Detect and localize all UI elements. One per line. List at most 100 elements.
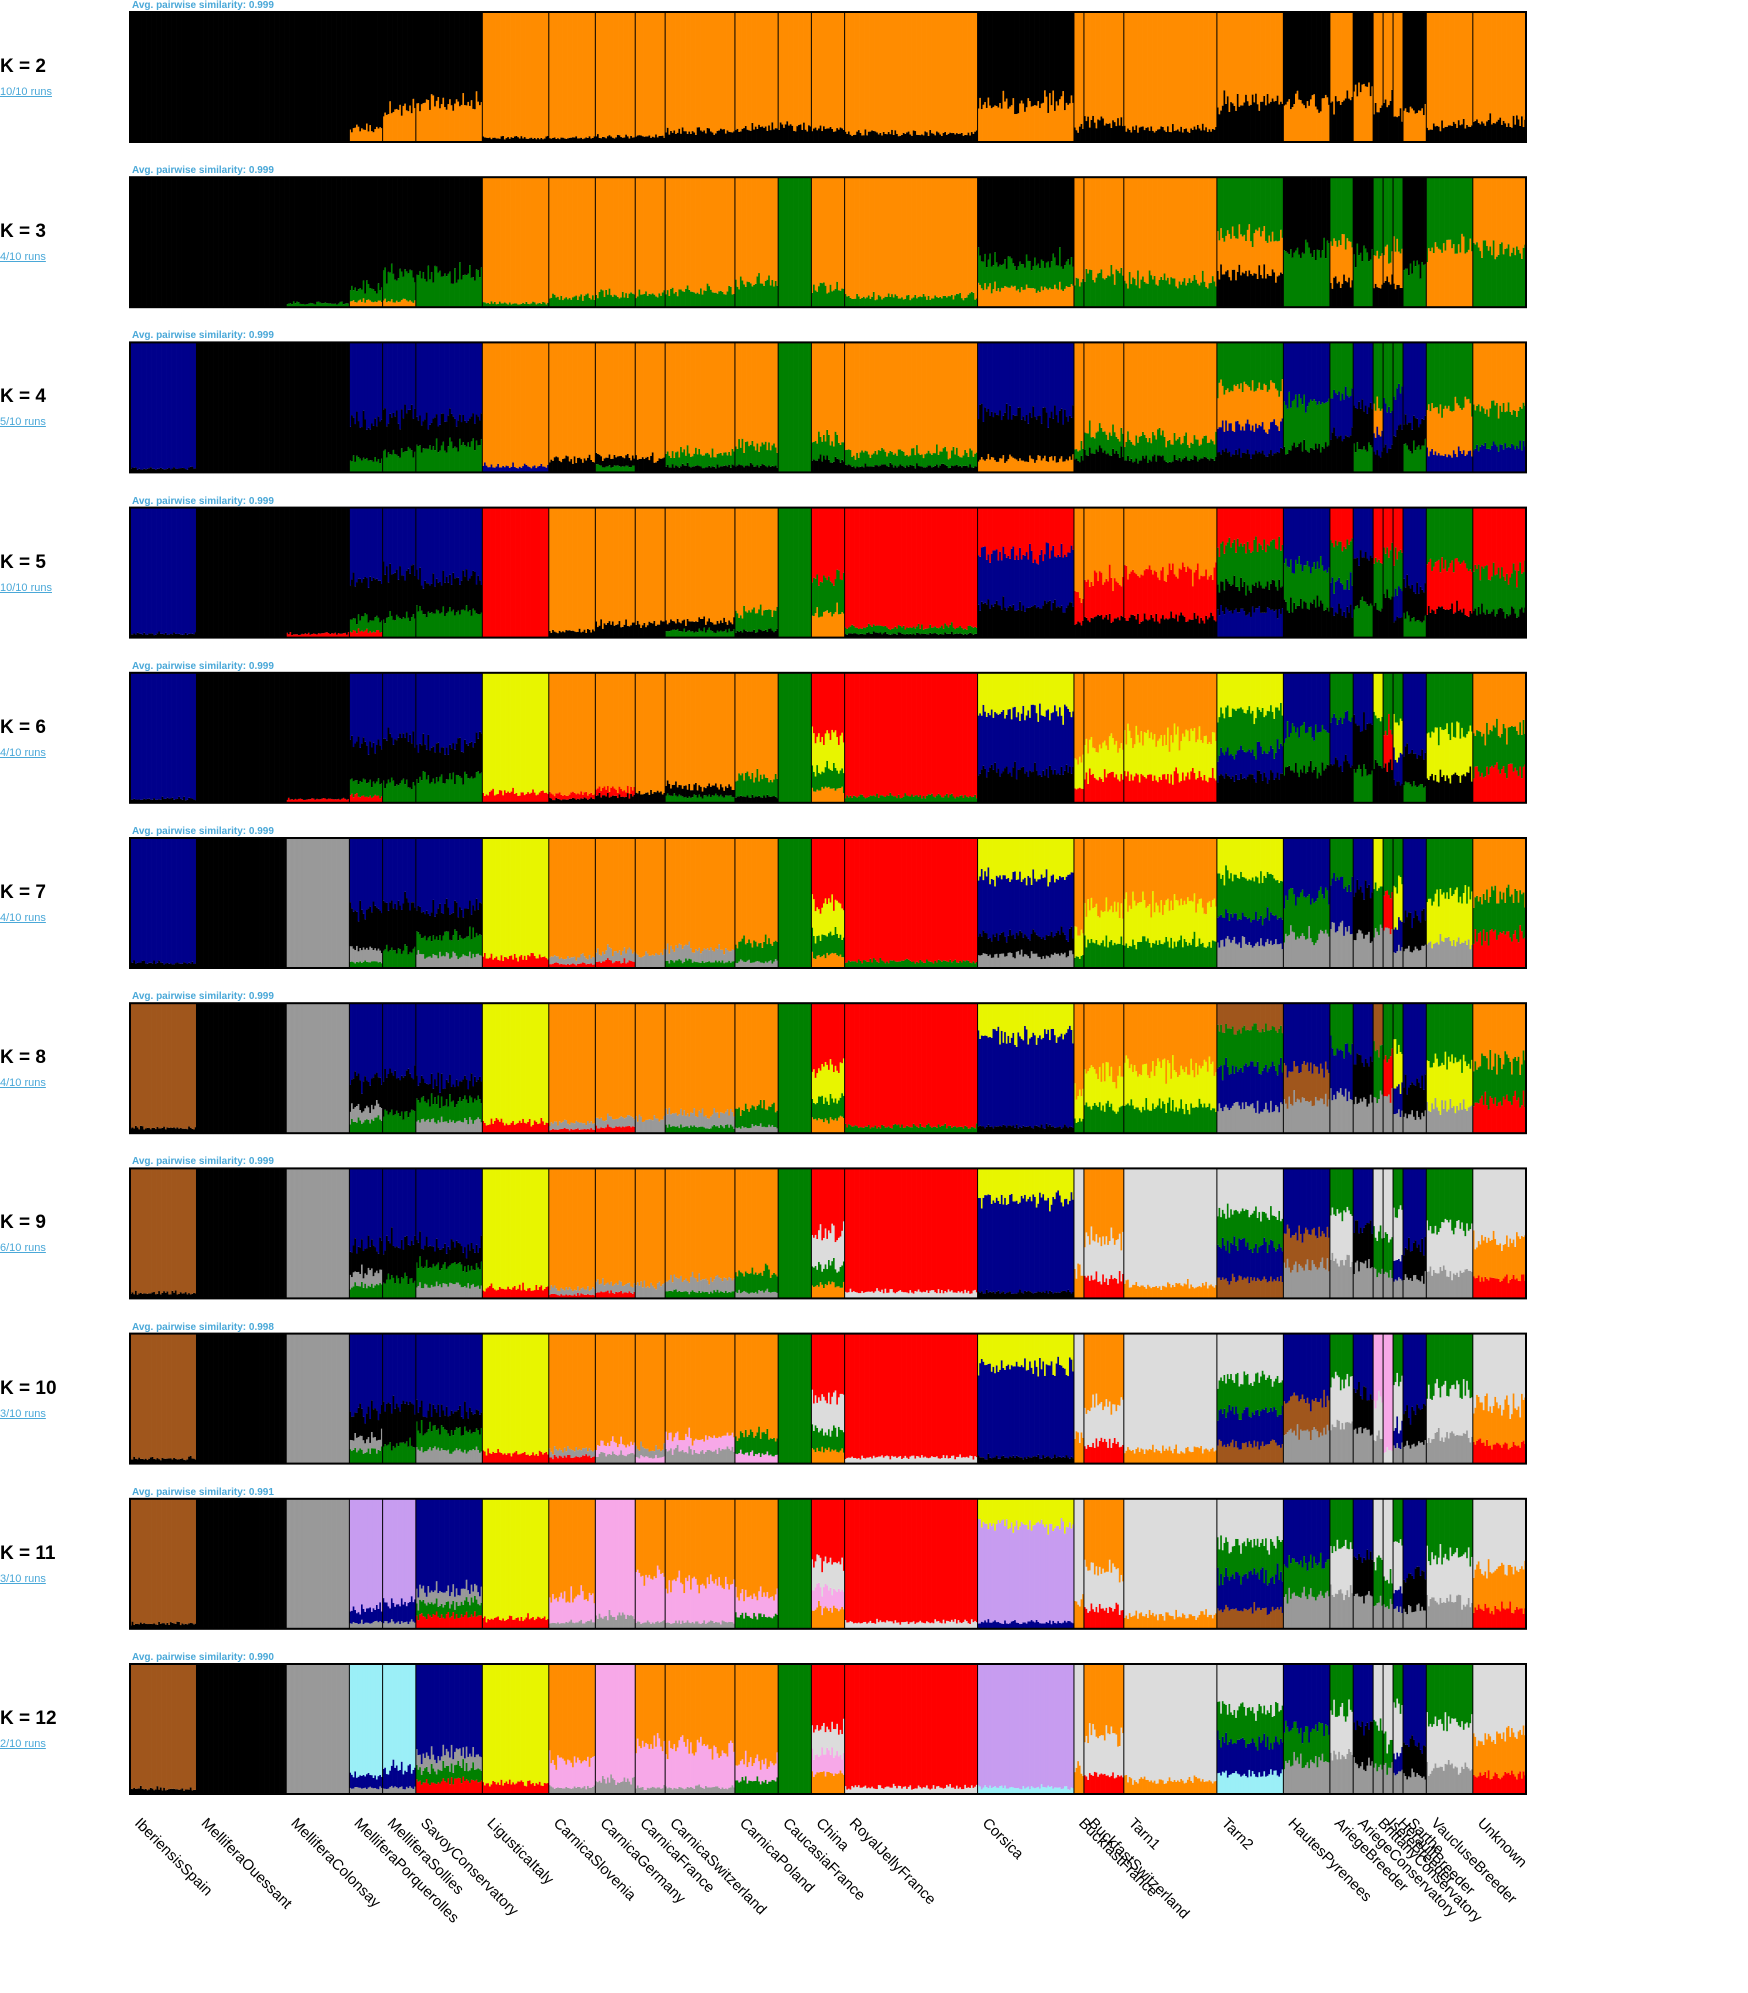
ancestry-segment bbox=[296, 12, 299, 142]
ancestry-segment bbox=[550, 12, 553, 139]
ancestry-segment bbox=[588, 136, 591, 142]
ancestry-segment bbox=[774, 128, 777, 142]
ancestry-segment bbox=[1027, 12, 1030, 99]
ancestry-segment bbox=[282, 12, 285, 142]
ancestry-segment bbox=[1148, 130, 1151, 142]
ancestry-segment bbox=[384, 112, 387, 142]
ancestry-segment bbox=[736, 12, 739, 129]
ancestry-segment bbox=[528, 138, 531, 142]
ancestry-segment bbox=[1172, 12, 1175, 125]
ancestry-segment bbox=[706, 127, 709, 142]
ancestry-segment bbox=[1376, 12, 1379, 113]
ancestry-segment bbox=[1339, 12, 1342, 105]
ancestry-segment bbox=[974, 12, 977, 132]
ancestry-segment bbox=[394, 109, 397, 142]
ancestry-segment bbox=[417, 103, 420, 142]
ancestry-segment bbox=[410, 12, 413, 114]
ancestry-segment bbox=[711, 12, 714, 133]
ancestry-segment bbox=[1221, 12, 1224, 106]
ancestry-segment bbox=[1049, 93, 1052, 142]
ancestry-segment bbox=[668, 12, 671, 135]
ancestry-segment bbox=[638, 135, 641, 142]
ancestry-segment bbox=[814, 127, 817, 142]
ancestry-segment bbox=[520, 136, 523, 142]
ancestry-segment bbox=[714, 133, 717, 142]
ancestry-segment bbox=[399, 104, 402, 142]
ancestry-segment bbox=[1228, 112, 1231, 142]
ancestry-segment bbox=[299, 12, 302, 142]
ancestry-segment bbox=[631, 12, 634, 138]
ancestry-segment bbox=[191, 12, 194, 142]
ancestry-segment bbox=[974, 131, 977, 142]
ancestry-segment bbox=[1481, 12, 1484, 122]
ancestry-segment bbox=[208, 12, 211, 142]
ancestry-segment bbox=[874, 131, 877, 142]
ancestry-segment bbox=[346, 12, 349, 142]
ancestry-segment bbox=[1471, 12, 1474, 126]
ancestry-segment bbox=[508, 12, 511, 139]
ancestry-segment bbox=[434, 12, 437, 107]
ancestry-segment bbox=[950, 133, 953, 142]
ancestry-segment bbox=[690, 133, 693, 142]
ancestry-segment bbox=[450, 105, 453, 142]
ancestry-segment bbox=[1235, 110, 1238, 142]
ancestry-segment bbox=[1195, 129, 1198, 142]
ancestry-segment bbox=[547, 12, 550, 136]
ancestry-segment bbox=[854, 12, 857, 135]
ancestry-segment bbox=[766, 12, 769, 131]
ancestry-segment bbox=[869, 12, 872, 132]
ancestry-segment bbox=[789, 124, 792, 142]
ancestry-segment bbox=[1200, 12, 1203, 131]
ancestry-segment bbox=[876, 132, 879, 142]
ancestry-segment bbox=[847, 131, 850, 142]
ancestry-segment bbox=[937, 132, 940, 142]
ancestry-segment bbox=[598, 137, 601, 142]
ancestry-segment bbox=[999, 12, 1002, 104]
ancestry-segment bbox=[163, 12, 166, 142]
ancestry-segment bbox=[379, 127, 382, 142]
ancestry-segment bbox=[907, 131, 910, 142]
ancestry-segment bbox=[1301, 12, 1304, 104]
ancestry-segment bbox=[1328, 104, 1331, 142]
ancestry-segment bbox=[370, 131, 373, 142]
ancestry-segment bbox=[1155, 12, 1158, 131]
ancestry-segment bbox=[754, 126, 757, 142]
ancestry-segment bbox=[341, 12, 344, 142]
ancestry-segment bbox=[439, 108, 442, 142]
ancestry-segment bbox=[1422, 115, 1425, 142]
ancestry-segment bbox=[459, 12, 462, 107]
ancestry-segment bbox=[783, 127, 786, 142]
ancestry-segment bbox=[600, 12, 603, 139]
ancestry-segment bbox=[1373, 114, 1376, 142]
ancestry-segment bbox=[1394, 12, 1397, 117]
ancestry-segment bbox=[877, 12, 880, 135]
ancestry-segment bbox=[635, 12, 638, 137]
ancestry-segment bbox=[1102, 118, 1105, 142]
ancestry-segment bbox=[826, 12, 829, 129]
ancestry-segment bbox=[374, 129, 377, 142]
ancestry-segment bbox=[794, 131, 797, 142]
ancestry-segment bbox=[641, 136, 644, 142]
ancestry-segment bbox=[1412, 12, 1415, 111]
ancestry-segment bbox=[264, 12, 267, 142]
ancestry-segment bbox=[656, 12, 659, 138]
ancestry-segment bbox=[844, 12, 847, 132]
ancestry-segment bbox=[703, 12, 706, 131]
ancestry-segment bbox=[558, 139, 561, 142]
ancestry-segment bbox=[1173, 130, 1176, 142]
ancestry-segment bbox=[919, 12, 922, 136]
ancestry-segment bbox=[696, 12, 699, 128]
ancestry-segment bbox=[736, 128, 739, 142]
ancestry-segment bbox=[326, 12, 329, 142]
ancestry-segment bbox=[590, 138, 593, 142]
ancestry-segment bbox=[1113, 12, 1116, 123]
ancestry-segment bbox=[1145, 127, 1148, 142]
ancestry-segment bbox=[231, 12, 234, 142]
ancestry-segment bbox=[572, 12, 575, 138]
ancestry-segment bbox=[1286, 101, 1289, 142]
ancestry-segment bbox=[836, 128, 839, 142]
ancestry-segment bbox=[505, 138, 508, 142]
ancestry-segment bbox=[535, 12, 538, 140]
ancestry-segment bbox=[957, 12, 960, 134]
ancestry-segment bbox=[776, 128, 779, 142]
